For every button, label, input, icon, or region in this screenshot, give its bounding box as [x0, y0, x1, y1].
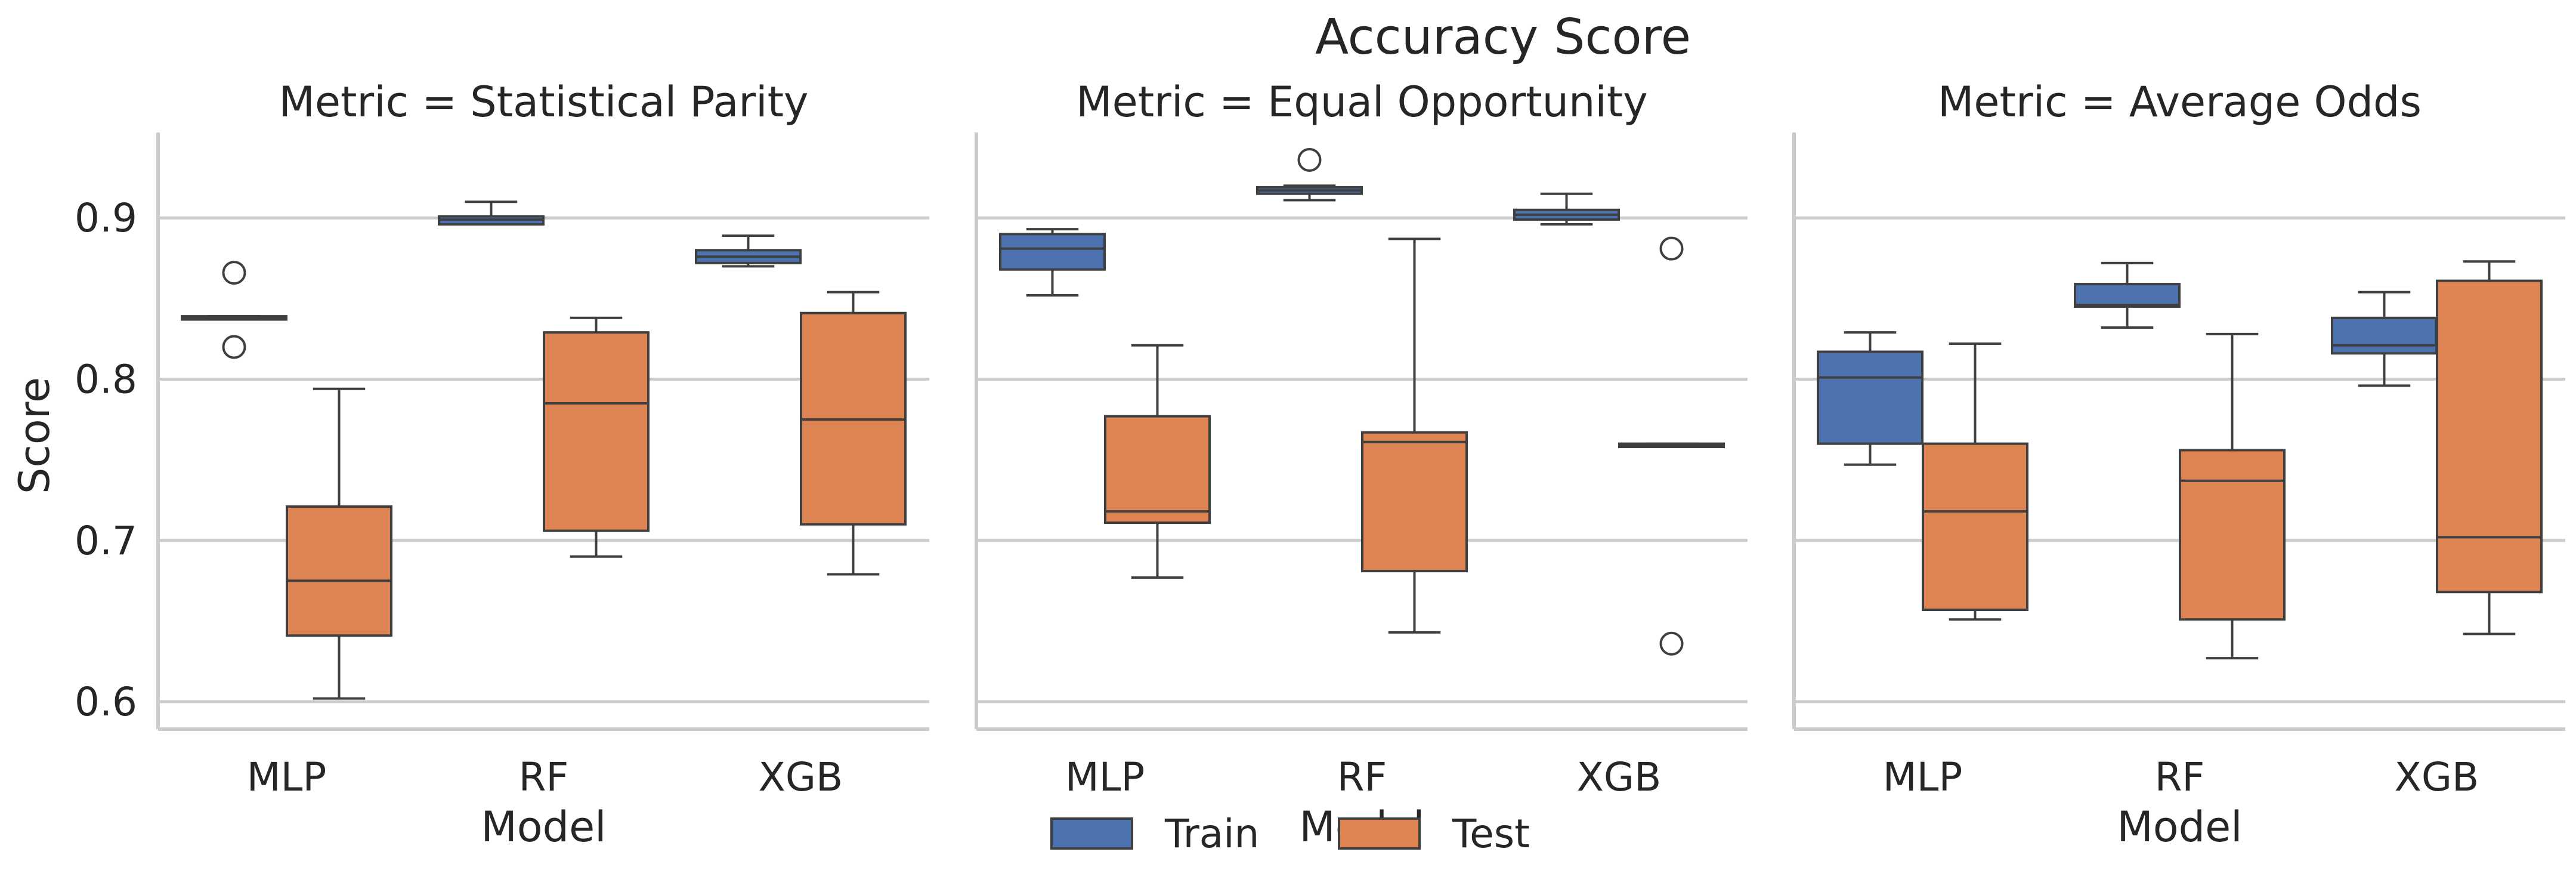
box-mlp-test [1104, 344, 1211, 579]
legend-item-test: Test [1338, 811, 1530, 857]
box-rf-train [2074, 261, 2181, 329]
box-rf-test [1361, 237, 1468, 634]
x-tick-label: XGB [2395, 754, 2479, 800]
outlier-point [222, 335, 246, 359]
legend-label: Test [1452, 811, 1530, 857]
figure-title: Accuracy Score [1315, 9, 1691, 66]
box-body [999, 233, 1106, 271]
outlier-point [1659, 631, 1684, 656]
y-tick-label: 0.8 [75, 357, 137, 403]
legend: Train Test [1050, 811, 1530, 857]
x-tick-label: MLP [247, 754, 327, 800]
box-xgb-test [800, 291, 907, 576]
box-xgb-test [1618, 236, 1725, 656]
x-axis-label: Model [2117, 803, 2242, 851]
box-body [543, 331, 650, 532]
x-tick-label: MLP [1883, 754, 1963, 800]
legend-swatch [1050, 817, 1133, 850]
y-tick-label: 0.9 [75, 195, 137, 241]
box-body [2331, 316, 2438, 355]
panel-3: Metric = Average Odds MLP RF XGB Model [1792, 78, 2565, 851]
box-rf-train [1256, 147, 1363, 202]
panel-title: Metric = Statistical Parity [279, 78, 809, 126]
panel-title: Metric = Average Odds [1938, 78, 2422, 126]
box-xgb-test [2436, 260, 2543, 635]
y-tick-label: 0.6 [75, 679, 137, 725]
box-rf-test [543, 316, 650, 558]
y-tick-label: 0.7 [75, 518, 137, 564]
x-tick-label: XGB [759, 754, 843, 800]
box-rf-test [2179, 332, 2286, 660]
panel-title: Metric = Equal Opportunity [1076, 78, 1647, 126]
box-xgb-train [1513, 192, 1620, 226]
outlier-point [222, 261, 246, 285]
box-mlp-train [1817, 331, 1924, 466]
box-body [2179, 449, 2286, 621]
outlier-point [1659, 236, 1684, 261]
legend-item-train: Train [1050, 811, 1259, 857]
x-tick-label: MLP [1065, 754, 1145, 800]
box-rf-train [438, 200, 545, 226]
x-axis-label: Model [481, 803, 606, 851]
box-mlp-train [999, 228, 1106, 297]
box-body [1361, 431, 1468, 573]
box-body [2074, 283, 2181, 308]
legend-swatch [1338, 817, 1421, 850]
panel-2: Metric = Equal OpportunityMLPRFXGBModel [975, 78, 1748, 851]
panel-1: Metric = Statistical Parity 0.6 0.7 0.8 0.9 M… [75, 78, 929, 851]
outlier-point [1297, 147, 1322, 172]
box-body [286, 505, 392, 637]
x-tick-label: RF [2155, 754, 2205, 800]
x-tick-label: RF [1337, 754, 1387, 800]
box-mlp-train [181, 261, 287, 359]
box-body [1922, 442, 2028, 612]
box-mlp-test [286, 387, 392, 700]
box-body [1104, 415, 1211, 524]
x-tick-label: XGB [1577, 754, 1662, 800]
y-axis-label: Score [10, 377, 59, 494]
box-xgb-train [695, 234, 802, 268]
box-body [2436, 279, 2543, 594]
box-body [1817, 350, 1924, 445]
legend-label: Train [1164, 811, 1259, 857]
x-tick-label: RF [519, 754, 569, 800]
panels: Metric = Statistical Parity 0.6 0.7 0.8 0.9 M… [75, 78, 2565, 851]
box-mlp-test [1922, 342, 2028, 621]
box-xgb-train [2331, 291, 2438, 387]
